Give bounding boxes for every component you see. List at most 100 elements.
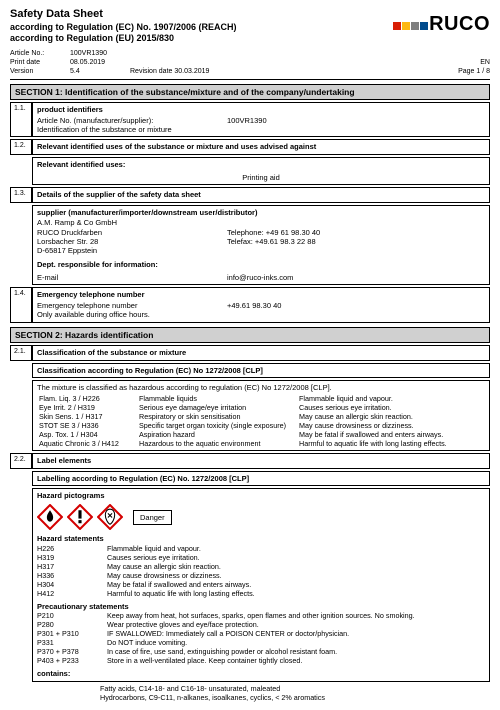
logo-square-2 [402, 22, 410, 30]
supplier-l4: D-65817 Eppstein [37, 246, 227, 255]
precautionary-row: P331Do NOT induce vomiting. [37, 638, 485, 647]
page-label: Page 1 / 8 [280, 68, 490, 77]
ps-text: Keep away from heat, hot surfaces, spark… [107, 611, 485, 620]
logo-square-1 [393, 22, 401, 30]
pictograms-row: Danger [37, 504, 485, 530]
ps-text: Wear protective gloves and eye/face prot… [107, 620, 485, 629]
row-2-2-title: Label elements [32, 453, 490, 468]
hazard-cell: Skin Sens. 1 / H317 [37, 412, 137, 421]
hs-text: May be fatal if swallowed and enters air… [107, 580, 485, 589]
hazard-row: Aquatic Chronic 3 / H412Hazardous to the… [37, 439, 485, 448]
emergency-hours: Only available during office hours. [37, 310, 485, 319]
emergency-title: Emergency telephone number [37, 290, 485, 299]
hs-text: May cause an allergic skin reaction. [107, 562, 485, 571]
relevant-uses-value: Printing aid [37, 173, 485, 182]
hs-code: H304 [37, 580, 107, 589]
row-1-3-num: 1.3. [10, 187, 32, 202]
ps-code: P370 + P378 [37, 647, 107, 656]
supplier-l3: Lorsbacher Str. 28 [37, 237, 227, 246]
lang-label: EN [480, 59, 490, 68]
labelling-title: Labelling according to Regulation (EC) N… [32, 471, 490, 486]
print-label: Print date [10, 59, 70, 68]
row-2-1-title: Classification of the substance or mixtu… [32, 345, 490, 360]
hs-code: H319 [37, 553, 107, 562]
ghs-health-icon [97, 504, 123, 530]
hazard-cell: Hazardous to the aquatic environment [137, 439, 297, 448]
ps-code: P331 [37, 638, 107, 647]
hazard-statement-row: H412Harmful to aquatic life with long la… [37, 589, 485, 598]
page-header: Safety Data Sheet according to Regulatio… [10, 8, 490, 44]
ps-text: Do NOT induce vomiting. [107, 638, 485, 647]
hazard-cell: Flammable liquid and vapour. [297, 394, 485, 403]
article-supplier-label: Article No. (manufacturer/supplier): [37, 116, 227, 125]
precautionary-title: Precautionary statements [37, 602, 485, 611]
supplier-tel: Telephone: +49 61 98.30 40 [227, 228, 485, 237]
row-1-2-body: Relevant identified uses: Printing aid [32, 157, 490, 186]
meta-row-3: Version 5.4 Revision date 30.03.2019 Pag… [10, 68, 490, 77]
ps-code: P210 [37, 611, 107, 620]
identification-label: Identification of the substance or mixtu… [37, 125, 485, 134]
hazard-row: STOT SE 3 / H336Specific target organ to… [37, 421, 485, 430]
supplier-l2: RUCO Druckfarben [37, 228, 227, 237]
hazard-cell: Flammable liquids [137, 394, 297, 403]
hazard-cell: Flam. Liq. 3 / H226 [37, 394, 137, 403]
ps-code: P280 [37, 620, 107, 629]
ps-code: P301 + P310 [37, 629, 107, 638]
hazard-cell: Asp. Tox. 1 / H304 [37, 430, 137, 439]
hazard-statement-row: H226Flammable liquid and vapour. [37, 544, 485, 553]
hazard-class-table: Flam. Liq. 3 / H226Flammable liquidsFlam… [37, 394, 485, 448]
hazard-cell: Respiratory or skin sensitisation [137, 412, 297, 421]
section-2-title: SECTION 2: Hazards identification [10, 327, 490, 344]
precautionary-row: P210Keep away from heat, hot surfaces, s… [37, 611, 485, 620]
hazard-cell: Aspiration hazard [137, 430, 297, 439]
version-value: 5.4 [70, 68, 130, 77]
divider [10, 79, 490, 80]
ps-text: IF SWALLOWED: Immediately call a POISON … [107, 629, 485, 638]
row-1-3-body: supplier (manufacturer/importer/downstre… [32, 205, 490, 286]
hazard-cell: Harmful to aquatic life with long lastin… [297, 439, 485, 448]
dept-title: Dept. responsible for information: [37, 260, 485, 269]
article-supplier-value: 100VR1390 [227, 116, 485, 125]
precautionary-list: P210Keep away from heat, hot surfaces, s… [37, 611, 485, 665]
clp-body: The mixture is classified as hazardous a… [32, 380, 490, 451]
logo-square-3 [411, 22, 419, 30]
hazard-row: Asp. Tox. 1 / H304Aspiration hazardMay b… [37, 430, 485, 439]
row-1-1: product identifiers Article No. (manufac… [32, 102, 490, 137]
hazard-cell: STOT SE 3 / H336 [37, 421, 137, 430]
emergency-label: Emergency telephone number [37, 301, 227, 310]
row-1-2-num: 1.2. [10, 139, 32, 154]
hazard-row: Eye Irrit. 2 / H319Serious eye damage/ey… [37, 403, 485, 412]
contains-l1: Fatty acids, C14-18- and C16-18- unsatur… [100, 684, 490, 693]
row-2-2-num: 2.2. [10, 453, 32, 468]
contains-title: contains: [37, 669, 485, 678]
relevant-uses-label: Relevant identified uses: [37, 160, 485, 169]
row-1-2-title: Relevant identified uses of the substanc… [32, 139, 490, 154]
hazard-statements-title: Hazard statements [37, 534, 485, 543]
row-2-1-num: 2.1. [10, 345, 32, 360]
hazard-cell: May cause drowsiness or dizziness. [297, 421, 485, 430]
logo-square-4 [420, 22, 428, 30]
hs-code: H336 [37, 571, 107, 580]
row-1-4-body: Emergency telephone number Emergency tel… [32, 287, 490, 322]
supplier-title: supplier (manufacturer/importer/downstre… [37, 208, 485, 217]
email-value: info@ruco-inks.com [227, 273, 485, 282]
ghs-flame-icon [37, 504, 63, 530]
hs-text: May cause drowsiness or dizziness. [107, 571, 485, 580]
hs-text: Flammable liquid and vapour. [107, 544, 485, 553]
ps-text: Store in a well-ventilated place. Keep c… [107, 656, 485, 665]
clp-title: Classification according to Regulation (… [32, 363, 490, 378]
print-value: 08.05.2019 [70, 59, 190, 68]
supplier-fax: Telefax: +49.61 98.3 22 88 [227, 237, 485, 246]
hs-code: H226 [37, 544, 107, 553]
version-label: Version [10, 68, 70, 77]
row-1-4-num: 1.4. [10, 287, 32, 322]
revision-label: Revision date 30.03.2019 [130, 68, 280, 77]
logo: RUCO [393, 12, 490, 37]
hs-code: H317 [37, 562, 107, 571]
supplier-l1: A.M. Ramp & Co GmbH [37, 218, 227, 227]
article-value: 100VR1390 [70, 50, 190, 59]
precautionary-row: P370 + P378In case of fire, use sand, ex… [37, 647, 485, 656]
meta-row-1: Article No.: 100VR1390 [10, 50, 490, 59]
hazard-cell: Specific target organ toxicity (single e… [137, 421, 297, 430]
pictograms-title: Hazard pictograms [37, 491, 485, 500]
